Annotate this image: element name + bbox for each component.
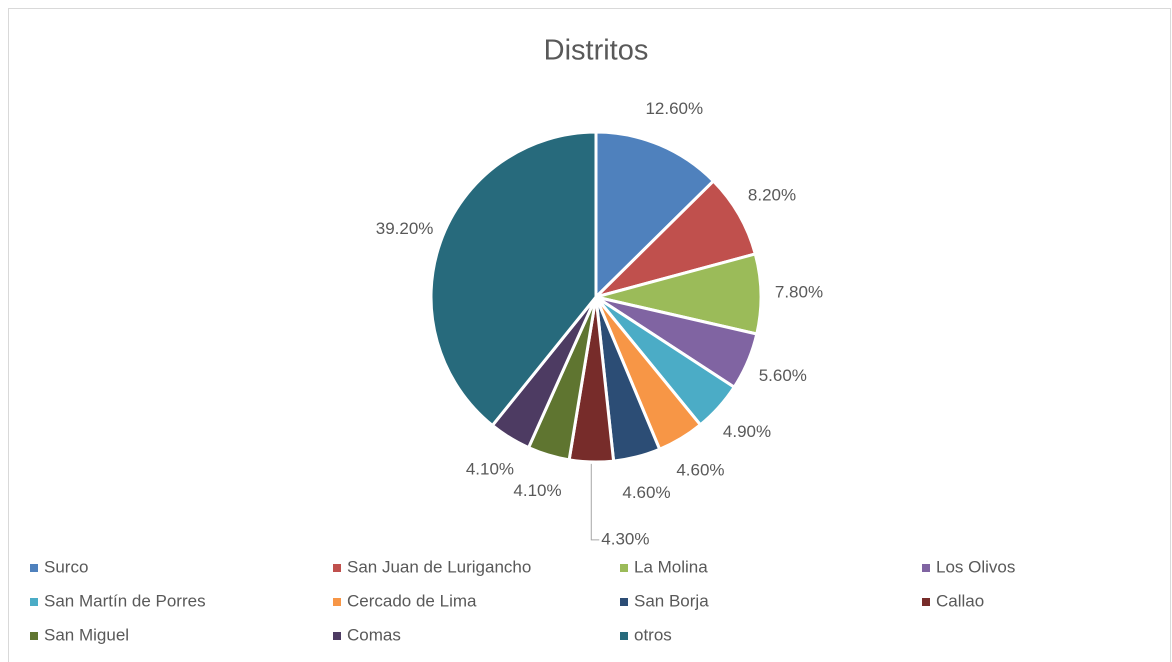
data-label: 7.80%	[775, 283, 823, 302]
chart-border	[8, 8, 1171, 662]
legend-swatch	[333, 598, 341, 606]
legend-swatch	[30, 632, 38, 640]
data-label: 4.10%	[513, 481, 561, 500]
pie-slice	[594, 130, 716, 301]
legend-label: San Juan de Lurigancho	[347, 557, 531, 576]
data-label: 4.30%	[601, 529, 649, 548]
data-label: 4.10%	[466, 460, 514, 479]
chart-title: Distritos	[544, 35, 649, 67]
legend-label: Callao	[936, 591, 984, 610]
legend-swatch	[30, 598, 38, 606]
data-label: 4.60%	[622, 483, 670, 502]
legend-label: otros	[634, 625, 672, 644]
legend-swatch	[333, 564, 341, 572]
data-label: 8.20%	[748, 185, 796, 204]
pie-slice	[429, 130, 598, 428]
legend-swatch	[922, 598, 930, 606]
legend-label: La Molina	[634, 557, 708, 576]
legend-swatch	[333, 632, 341, 640]
legend-swatch	[30, 564, 38, 572]
legend-swatch	[620, 564, 628, 572]
legend-label: Comas	[347, 625, 401, 644]
legend-label: Los Olivos	[936, 557, 1015, 576]
legend-swatch	[620, 598, 628, 606]
data-label: 39.20%	[376, 219, 434, 238]
legend-label: San Miguel	[44, 625, 129, 644]
legend-label: San Borja	[634, 591, 709, 610]
legend-label: San Martín de Porres	[44, 591, 206, 610]
legend-label: Surco	[44, 557, 88, 576]
data-label: 5.60%	[759, 366, 807, 385]
data-label: 4.90%	[723, 422, 771, 441]
legend-swatch	[922, 564, 930, 572]
legend-swatch	[620, 632, 628, 640]
legend-label: Cercado de Lima	[347, 591, 477, 610]
leader-line	[590, 463, 600, 541]
data-label: 12.60%	[645, 99, 703, 118]
data-label: 4.60%	[676, 461, 724, 480]
